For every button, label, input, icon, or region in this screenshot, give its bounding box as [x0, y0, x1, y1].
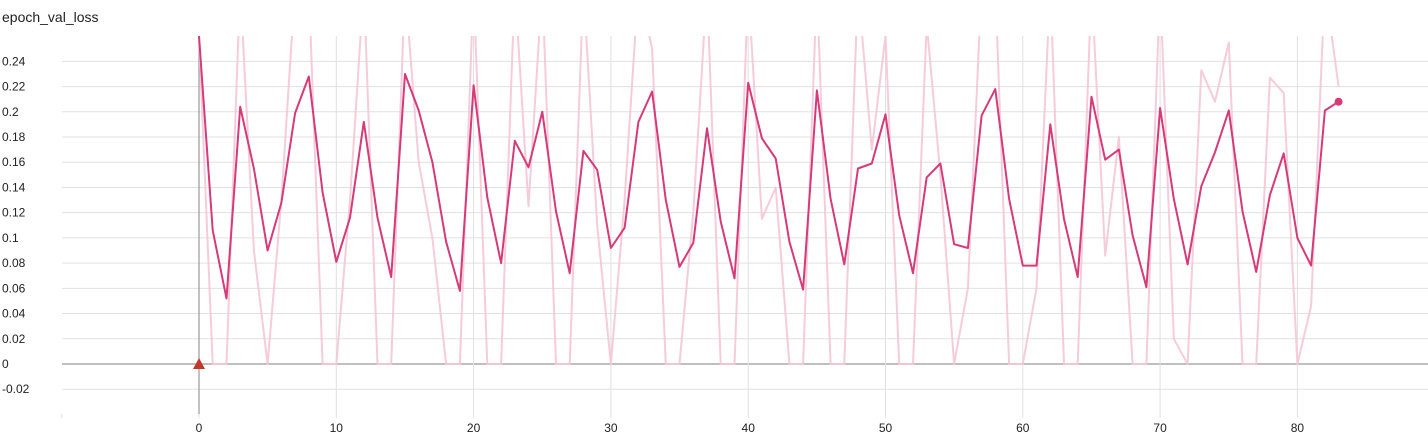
raw-series: [198, 36, 1340, 365]
raw-series-line: [198, 36, 1340, 365]
x-tick-label: 20: [467, 421, 481, 435]
x-tick-label: 0: [196, 421, 203, 435]
y-tick-label: 0.12: [2, 206, 26, 220]
x-tick-label: 40: [742, 421, 756, 435]
y-tick-label: 0.24: [2, 54, 26, 68]
chart-title: epoch_val_loss: [2, 9, 99, 25]
last-point-marker: [1334, 97, 1343, 106]
x-tick-label: 80: [1291, 421, 1305, 435]
smoothed-series-line: [198, 36, 1340, 300]
y-tick-label: 0.1: [2, 231, 19, 245]
x-tick-label: 10: [330, 421, 344, 435]
x-tick-label: 30: [604, 421, 618, 435]
origin-marker: [193, 358, 205, 369]
x-tick-label: 70: [1153, 421, 1167, 435]
y-tick-label: 0.06: [2, 281, 26, 295]
y-tick-label: 0.18: [2, 130, 26, 144]
y-tick-label: 0.08: [2, 256, 26, 270]
y-tick-label: 0.14: [2, 180, 26, 194]
y-tick-label: 0.04: [2, 307, 26, 321]
y-tick-label: -0.02: [2, 382, 30, 396]
y-tick-label: 0: [2, 357, 9, 371]
y-tick-label: 0.02: [2, 332, 26, 346]
y-tick-label: 0.16: [2, 155, 26, 169]
y-tick-label: 0.22: [2, 80, 26, 94]
y-tick-label: 0.2: [2, 105, 19, 119]
x-tick-label: 50: [879, 421, 893, 435]
x-tick-label: 60: [1016, 421, 1030, 435]
smoothed-series: [198, 36, 1340, 300]
